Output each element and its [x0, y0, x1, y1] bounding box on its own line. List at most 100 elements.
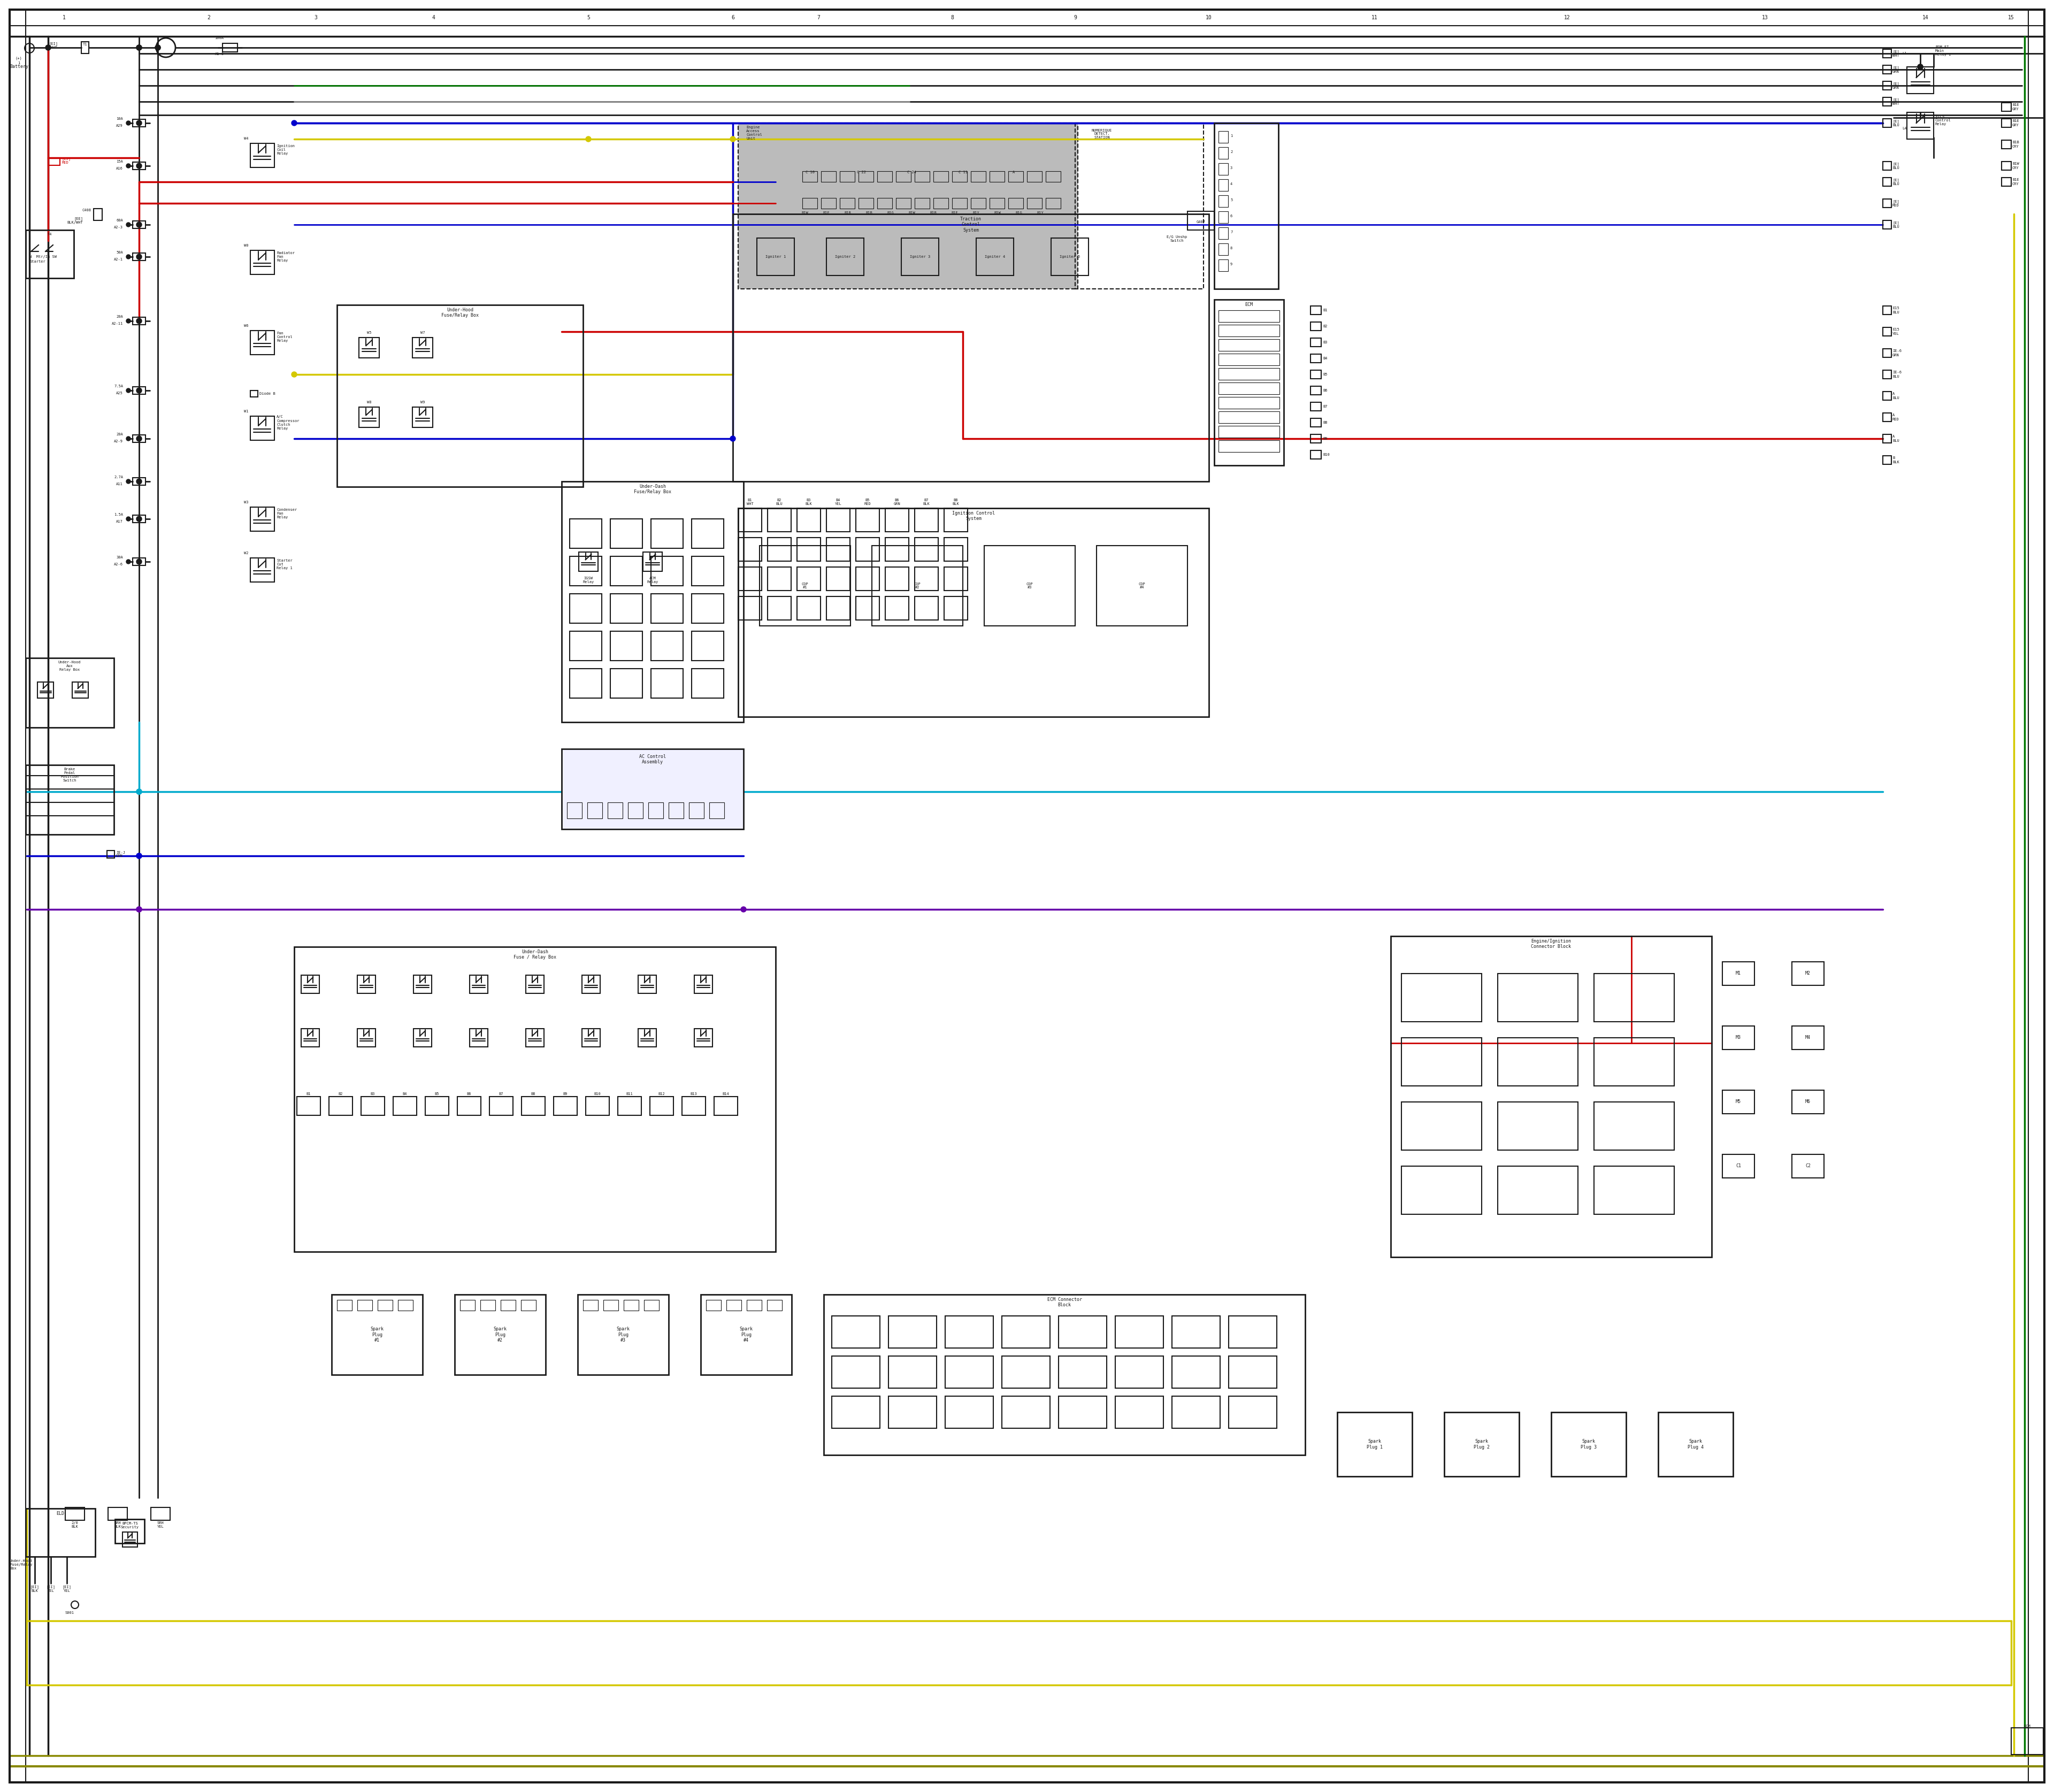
Bar: [1214, 299, 1284, 466]
Bar: [1551, 1412, 1627, 1477]
Text: 3: 3: [1230, 167, 1232, 170]
Bar: [1002, 1396, 1050, 1428]
Bar: [768, 509, 791, 532]
Text: A
RED: A RED: [1892, 414, 1900, 421]
Bar: [66, 1507, 84, 1520]
Bar: [857, 566, 879, 591]
Circle shape: [136, 120, 142, 125]
Bar: [1115, 1315, 1163, 1348]
Text: 1: 1: [86, 43, 90, 47]
Bar: [933, 197, 949, 208]
Bar: [840, 197, 854, 208]
Bar: [1723, 962, 1754, 986]
Bar: [826, 509, 850, 532]
Bar: [337, 1299, 351, 1310]
Circle shape: [136, 559, 142, 564]
Text: 2: 2: [1230, 151, 1232, 154]
Text: 9: 9: [1074, 14, 1076, 20]
Bar: [1594, 973, 1674, 1021]
Bar: [1310, 418, 1321, 426]
Bar: [914, 538, 939, 561]
Text: Battery: Battery: [10, 65, 29, 70]
Text: Spark
Plug 1: Spark Plug 1: [1366, 1439, 1382, 1450]
Bar: [651, 556, 684, 586]
Bar: [707, 1299, 721, 1310]
Bar: [337, 305, 583, 487]
Bar: [1310, 371, 1321, 378]
Bar: [2001, 102, 2011, 111]
Bar: [579, 552, 598, 572]
Bar: [331, 1294, 423, 1374]
Text: 100A: 100A: [216, 36, 224, 39]
Text: 4: 4: [1230, 183, 1232, 186]
Circle shape: [729, 136, 735, 142]
Bar: [768, 538, 791, 561]
Text: 4: 4: [431, 14, 435, 20]
Text: Spark
Plug 2: Spark Plug 2: [1473, 1439, 1489, 1450]
Text: A
BLU: A BLU: [1892, 435, 1900, 443]
Bar: [522, 1097, 544, 1115]
Bar: [727, 1299, 741, 1310]
Bar: [1884, 349, 1892, 357]
Bar: [737, 566, 762, 591]
Bar: [1218, 244, 1228, 254]
Text: 20A: 20A: [117, 315, 123, 319]
Bar: [481, 1299, 495, 1310]
Text: A25: A25: [117, 392, 123, 394]
Bar: [1115, 1396, 1163, 1428]
Circle shape: [136, 907, 142, 912]
Bar: [2001, 140, 2011, 149]
Text: B2
BLU: B2 BLU: [776, 498, 783, 505]
Bar: [610, 556, 643, 586]
Circle shape: [136, 788, 142, 794]
Bar: [569, 593, 602, 624]
Text: A11: A11: [117, 482, 123, 486]
Bar: [470, 975, 489, 993]
Bar: [37, 683, 53, 699]
Bar: [972, 197, 986, 208]
Bar: [1228, 1315, 1278, 1348]
Bar: [737, 509, 1210, 717]
Bar: [454, 1294, 546, 1374]
Text: W6: W6: [244, 324, 249, 328]
Text: Under-Hood
Fuse/Relay Box: Under-Hood Fuse/Relay Box: [442, 308, 479, 317]
Text: 12: 12: [1563, 14, 1571, 20]
Bar: [251, 330, 273, 355]
Bar: [1884, 118, 1892, 127]
Text: B7: B7: [499, 1093, 503, 1095]
Bar: [840, 172, 854, 181]
Bar: [526, 1029, 544, 1047]
Text: B14: B14: [723, 1093, 729, 1095]
Text: IGSW
Relay: IGSW Relay: [583, 577, 594, 584]
Bar: [583, 1299, 598, 1310]
Text: B5
RED: B5 RED: [865, 498, 871, 505]
Text: B4: B4: [1323, 357, 1327, 360]
Bar: [1218, 339, 1280, 351]
Text: 60A: 60A: [117, 219, 123, 222]
Bar: [885, 597, 908, 620]
Text: [E]
BLU: [E] BLU: [1892, 120, 1900, 127]
Circle shape: [136, 45, 142, 50]
Text: B1G: B1G: [1015, 211, 1023, 215]
Circle shape: [125, 222, 131, 228]
Bar: [857, 509, 879, 532]
Text: A29: A29: [117, 124, 123, 127]
Text: [E]
RED: [E] RED: [1892, 199, 1900, 206]
Bar: [134, 220, 146, 228]
Bar: [1906, 66, 1933, 93]
Text: 2.7A: 2.7A: [113, 475, 123, 478]
Bar: [357, 1299, 372, 1310]
Bar: [489, 1097, 514, 1115]
Text: B1G: B1G: [887, 211, 893, 215]
Text: [E]
WHT: [E] WHT: [1892, 50, 1900, 57]
Bar: [1723, 1027, 1754, 1050]
Bar: [694, 975, 713, 993]
Text: 10A: 10A: [117, 116, 123, 120]
Bar: [651, 631, 684, 661]
Circle shape: [136, 907, 142, 912]
Bar: [896, 197, 910, 208]
Text: B1: B1: [1323, 308, 1327, 312]
Bar: [737, 124, 1078, 289]
Text: B
BLK: B BLK: [1892, 457, 1900, 464]
Bar: [877, 197, 891, 208]
